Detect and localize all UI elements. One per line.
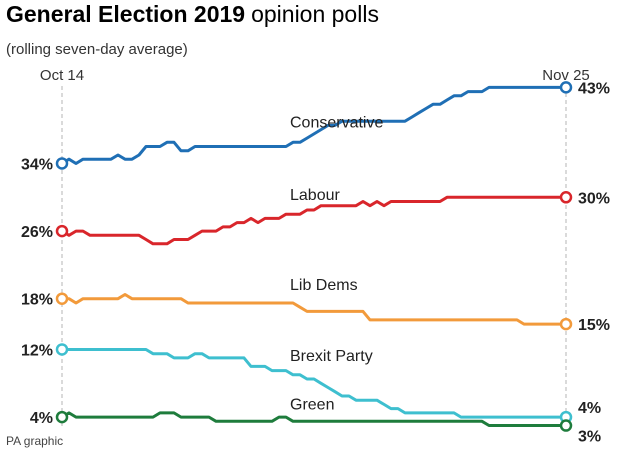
series-line-conservative [61,85,566,165]
start-value-label: 4% [30,410,53,427]
x-start-label: Oct 14 [40,67,84,84]
start-marker-conservative [55,157,69,170]
series-name-label: Green [290,396,334,413]
chart-title-bold: General Election 2019 [6,1,245,27]
end-value-label: 15% [578,317,610,334]
series-layer: 34% 43% Conservative 26% 30% Labour 18% 15% Lib … [21,80,610,445]
start-value-label: 26% [21,224,53,241]
start-value-label: 34% [21,156,53,173]
end-value-label: 4% [578,400,601,417]
series-line-labour [61,195,566,246]
end-value-label: 30% [578,190,610,207]
start-value-label: 12% [21,342,53,359]
start-value-label: 18% [21,292,53,309]
start-marker-green [55,410,69,424]
series-name-label: Brexit Party [290,348,373,365]
credit: PA graphic [6,434,63,448]
x-end-label: Nov 25 [542,67,590,84]
end-marker-lib-dems [559,317,573,331]
chart-title-rest: opinion polls [251,1,379,27]
end-value-label: 43% [578,80,610,97]
end-value-label: 3% [578,429,601,446]
series-line-lib-dems [62,293,566,326]
series-name-label: Lib Dems [290,277,358,294]
series-line-green [61,411,566,427]
start-marker-brexit-party [55,343,69,356]
series-name-label: Conservative [290,114,383,131]
start-marker-lib-dems [55,292,69,305]
end-marker-labour [559,191,573,204]
end-marker-green [559,419,573,432]
chart-subtitle: (rolling seven-day average) [6,41,188,58]
start-marker-labour [55,224,69,238]
chart-title: General Election 2019 opinion polls [6,1,379,27]
end-marker-conservative [559,81,573,94]
series-line-brexit-party [62,348,566,419]
series-name-label: Labour [290,187,340,204]
